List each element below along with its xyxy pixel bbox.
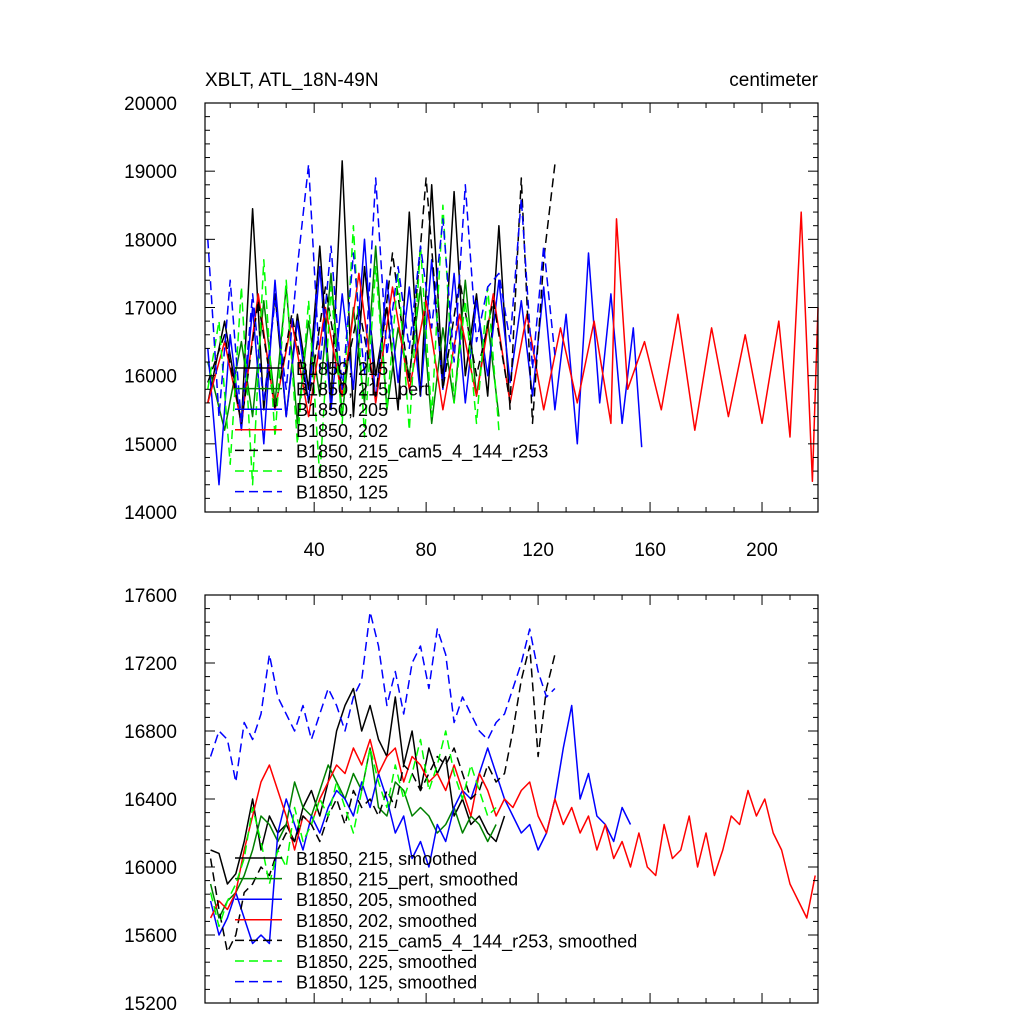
chart-panel-1: 14000 15000 16000 17000 18000 19000 20000 40 80 1… <box>124 94 819 561</box>
series-line-3 <box>209 704 632 945</box>
top-chart-units: centimeter <box>729 70 818 91</box>
legend-label-1: B1850, 215, smoothed <box>296 849 477 869</box>
legend-label-1: B1850, 215 <box>296 359 388 379</box>
y-tick-label: 14000 <box>124 503 177 524</box>
x-tick-label: 200 <box>746 540 778 561</box>
legend-label-2: B1850, 215_pert, smoothed <box>296 870 518 891</box>
y-tick-label: 19000 <box>124 162 177 183</box>
legend-label-5: B1850, 215_cam5_4_144_r253, smoothed <box>296 931 637 952</box>
x-tick-label: 120 <box>522 540 554 561</box>
series-line-4 <box>207 211 819 483</box>
series-line-2 <box>209 747 497 919</box>
legend-label-6: B1850, 225, smoothed <box>296 952 477 972</box>
y-tick-label: 20000 <box>124 94 177 115</box>
y-tick-label: 17600 <box>124 586 177 607</box>
legend-label-3: B1850, 205 <box>296 400 388 420</box>
chart-panel-2: 15200 15600 16000 16400 16800 17200 17600 B1850… <box>124 586 819 1015</box>
series-line-5 <box>207 164 556 425</box>
y-tick-label: 18000 <box>124 230 177 251</box>
legend-label-4: B1850, 202 <box>296 421 388 441</box>
series-line-7 <box>207 163 556 425</box>
y-tick-label: 16400 <box>124 790 177 811</box>
y-tick-label: 16800 <box>124 722 177 743</box>
y-tick-label: 16000 <box>124 858 177 879</box>
series-line-6 <box>209 730 497 928</box>
y-tick-label: 17000 <box>124 299 177 320</box>
y-tick-label: 15200 <box>124 994 177 1015</box>
legend-label-2: B1850, 215_pert <box>296 380 429 401</box>
legend-label-5: B1850, 215_cam5_4_144_r253 <box>296 441 548 462</box>
y-tick-label: 16000 <box>124 367 177 388</box>
legend-label-6: B1850, 225 <box>296 462 388 482</box>
legend-label-7: B1850, 125, smoothed <box>296 973 477 993</box>
y-tick-label: 17200 <box>124 654 177 675</box>
y-tick-label: 15000 <box>124 435 177 456</box>
legend-label-4: B1850, 202, smoothed <box>296 911 477 931</box>
series-line-7 <box>209 611 556 783</box>
top-chart-title: XBLT, ATL_18N-49N <box>205 70 379 91</box>
x-tick-label: 40 <box>304 540 325 561</box>
legend-label-7: B1850, 125 <box>296 483 388 503</box>
x-tick-label: 80 <box>416 540 437 561</box>
y-tick-label: 15600 <box>124 926 177 947</box>
legend-label-3: B1850, 205, smoothed <box>296 890 477 910</box>
series-line-2 <box>207 245 500 431</box>
x-tick-label: 160 <box>634 540 666 561</box>
